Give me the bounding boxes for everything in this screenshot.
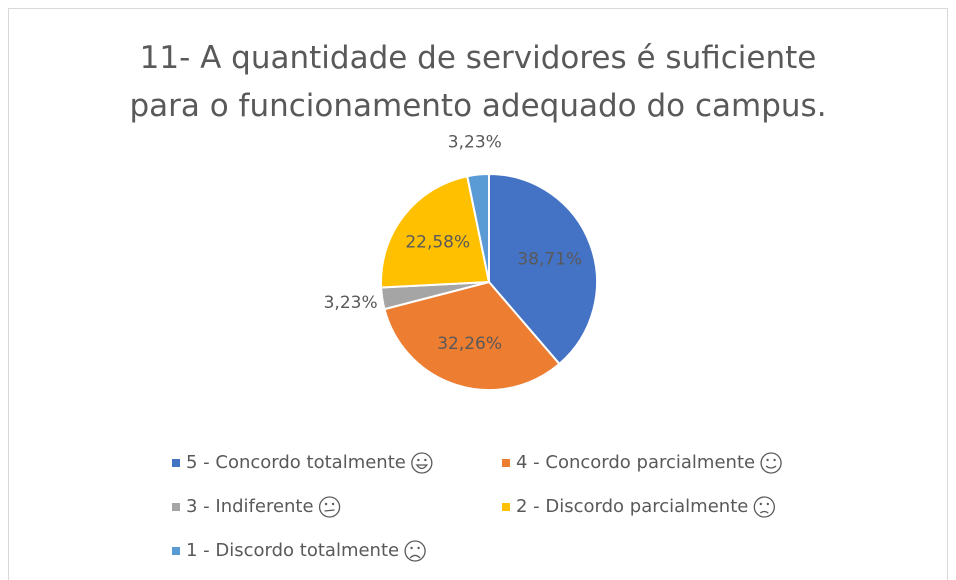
- icon-eye: [759, 502, 763, 506]
- legend-swatch: [502, 503, 510, 511]
- pie-slice: [380, 175, 491, 289]
- icon-face: [404, 540, 426, 562]
- data-label: 3,23%: [448, 133, 502, 153]
- legend-icon: [411, 452, 433, 474]
- legend-label: 4 - Concordo parcialmente: [516, 452, 755, 473]
- data-label: 3,23%: [324, 293, 378, 313]
- icon-face: [753, 496, 775, 518]
- icon-mouth: [765, 465, 777, 469]
- icon-mouth: [324, 509, 335, 512]
- icon-eye: [424, 458, 427, 462]
- pie-slice: [488, 172, 598, 366]
- data-label: 32,26%: [437, 334, 502, 354]
- legend-icon: [753, 496, 775, 518]
- legend-swatch: [502, 459, 510, 467]
- icon-eye: [417, 458, 420, 462]
- icon-eye: [417, 546, 420, 550]
- icon-eye: [773, 458, 776, 462]
- icon-eye: [324, 502, 328, 506]
- legend-icon: [760, 452, 782, 474]
- icon-face: [760, 452, 782, 474]
- icon-face: [318, 496, 341, 518]
- chart-title: 11- A quantidade de servidores é suficie…: [129, 40, 827, 124]
- legend-label: 5 - Concordo totalmente: [186, 452, 406, 473]
- icon-eye: [410, 546, 413, 550]
- legend-label: 2 - Discordo parcialmente: [516, 496, 748, 517]
- icon-mouth: [409, 554, 421, 559]
- icon-face: [411, 452, 433, 474]
- data-label: 22,58%: [405, 232, 470, 252]
- legend-label: 3 - Indiferente: [186, 496, 314, 517]
- legend-swatch: [172, 547, 180, 555]
- icon-mouth: [759, 510, 769, 514]
- legend-swatch: [172, 503, 180, 511]
- icon-eye: [331, 502, 335, 506]
- icon-eye: [766, 502, 770, 506]
- icon-eye: [766, 458, 769, 462]
- data-label: 38,71%: [517, 249, 582, 269]
- legend-swatch: [172, 459, 180, 467]
- legend-label: 1 - Discordo totalmente: [186, 540, 399, 561]
- icon-mouth: [415, 464, 429, 470]
- pie-slice: [383, 280, 561, 391]
- legend-icon: [404, 540, 426, 562]
- pie-slice: [466, 172, 490, 283]
- legend-icon: [318, 496, 341, 518]
